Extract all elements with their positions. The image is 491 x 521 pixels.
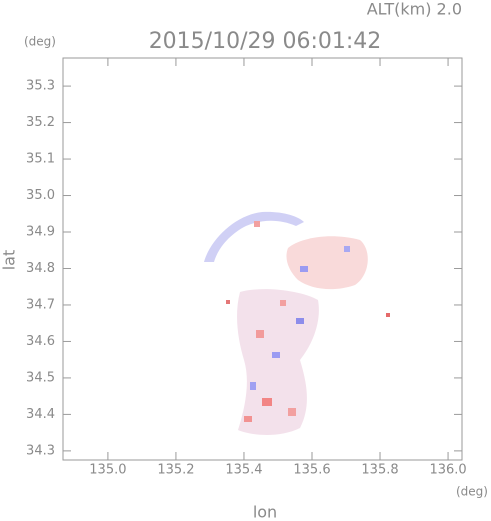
x-unit: (deg): [456, 485, 488, 499]
y-tick-label: 35.2: [26, 115, 55, 130]
echo-field: [204, 211, 390, 435]
y-label: lat: [0, 250, 19, 271]
x-tick-label: 135.0: [89, 463, 126, 478]
subtitle: ALT(km) 2.0: [367, 0, 462, 19]
y-unit: (deg): [24, 35, 56, 49]
y-tick-label: 34.3: [26, 443, 55, 458]
x-tick-label: 135.2: [157, 463, 194, 478]
x-tick-label: 135.6: [293, 463, 330, 478]
y-tick-label: 35.3: [26, 79, 55, 94]
y-tick-label: 34.7: [26, 297, 55, 312]
y-tick-label: 34.6: [26, 334, 55, 349]
y-tick-label: 34.5: [26, 370, 55, 385]
y-tick-label: 34.9: [26, 225, 55, 240]
y-tick-label: 35.0: [26, 188, 55, 203]
x-tick-label: 135.8: [361, 463, 398, 478]
x-tick-label: 136.0: [429, 463, 466, 478]
y-tick-label: 34.8: [26, 261, 55, 276]
x-tick-label: 135.4: [225, 463, 262, 478]
plot-frame: [62, 57, 463, 461]
y-tick-label: 34.4: [26, 407, 55, 422]
y-tick-label: 35.1: [26, 152, 55, 167]
x-label: lon: [253, 503, 277, 521]
chart-title: 2015/10/29 06:01:42: [149, 29, 382, 54]
